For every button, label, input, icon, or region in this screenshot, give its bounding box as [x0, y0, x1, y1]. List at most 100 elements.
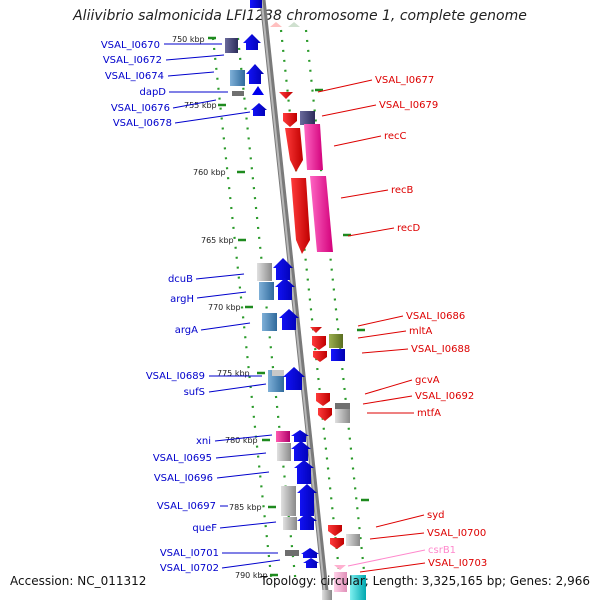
gene-label: recD [397, 223, 421, 234]
gene-block [304, 124, 323, 170]
inner-left-track [236, 37, 298, 586]
map-title: Aliivibrio salmonicida LFI1238 chromosom… [73, 8, 527, 24]
gene-block [257, 263, 272, 281]
right-gene-features [279, 92, 366, 600]
gene-arrow [291, 178, 310, 254]
gene-label: VSAL_I0688 [411, 344, 470, 355]
gene-label: dapD [139, 87, 166, 98]
gene-block [334, 572, 347, 592]
gene-label: argA [175, 325, 198, 336]
gene-arrow [288, 22, 300, 27]
gene-block [232, 91, 244, 96]
gene-arrow [318, 408, 332, 421]
gene-block [331, 349, 345, 361]
gene-arrow [291, 430, 309, 442]
tick-label: 755 kbp [184, 101, 217, 110]
gene-label: syd [427, 510, 444, 521]
gene-label: VSAL_I0689 [146, 371, 205, 382]
outer-left-track [211, 37, 274, 586]
gene-block [225, 38, 238, 53]
gene-label: VSAL_I0701 [160, 548, 219, 559]
gene-arrow [334, 565, 346, 570]
gene-arrow [303, 558, 319, 568]
gene-arrow [330, 538, 344, 549]
gene-arrow [301, 548, 319, 558]
gene-block [300, 111, 315, 125]
gene-block [283, 517, 297, 530]
gene-arrow [316, 393, 330, 406]
gene-label: VSAL_I0679 [379, 100, 438, 111]
gene-arrow [294, 460, 314, 484]
gene-arrow [246, 64, 264, 84]
gene-block [350, 575, 366, 600]
gene-block [322, 590, 332, 600]
chromosome-backbone [259, 0, 330, 600]
gene-label: xni [196, 436, 211, 447]
gene-arrow [285, 128, 303, 172]
gene-arrow [283, 367, 305, 390]
gene-arrow [279, 92, 293, 99]
gene-label: VSAL_I0674 [105, 71, 164, 82]
gene-block [346, 534, 360, 546]
gene-arrow [328, 525, 342, 536]
gene-arrow [273, 258, 293, 280]
gene-label: mtfA [417, 408, 441, 419]
accession-text: Accession: NC_011312 [10, 574, 147, 588]
gene-label: gcvA [415, 375, 440, 386]
gene-label: VSAL_I0677 [375, 75, 434, 86]
gene-block [277, 443, 291, 461]
gene-block [230, 70, 245, 86]
gene-arrow [243, 34, 261, 50]
gene-block [281, 486, 296, 516]
tick-label: 790 kbp [235, 571, 268, 580]
gene-arrow [297, 513, 317, 530]
gene-label: dcuB [168, 274, 193, 285]
gene-label: VSAL_I0700 [427, 528, 486, 539]
gene-label: csrB1 [428, 545, 456, 556]
tick-labels: 750 kbp 755 kbp 760 kbp 765 kbp 770 kbp … [172, 35, 268, 580]
gene-arrow [251, 103, 267, 116]
gene-label: queF [192, 523, 217, 534]
gene-arrow [291, 441, 311, 461]
tick-label: 750 kbp [172, 35, 205, 44]
gene-label: recC [384, 131, 407, 142]
gene-label: VSAL_I0696 [154, 473, 213, 484]
gene-label: VSAL_I0702 [160, 563, 219, 574]
gene-block [272, 370, 284, 376]
gene-block [259, 282, 274, 300]
gene-arrow [297, 484, 317, 516]
left-gene-features [225, 0, 319, 568]
gene-arrow [275, 278, 295, 300]
gene-label: VSAL_I0697 [157, 501, 216, 512]
left-gene-labels: VSAL_I0670 VSAL_I0672 VSAL_I0674 dapD VS… [101, 40, 219, 574]
summary-text: Topology: circular; Length: 3,325,165 bp… [260, 574, 590, 588]
gene-label: VSAL_I0686 [406, 311, 465, 322]
gene-label: sufS [184, 387, 205, 398]
gene-label: VSAL_I0678 [113, 118, 172, 129]
gene-arrow [310, 327, 322, 333]
tick-label: 770 kbp [208, 303, 241, 312]
gene-arrow [270, 22, 282, 27]
gene-label: VSAL_I0695 [153, 453, 212, 464]
tick-label: 760 kbp [193, 168, 226, 177]
tick-dashes [208, 36, 369, 577]
gene-arrow [279, 309, 299, 330]
gene-label: VSAL_I0703 [428, 558, 487, 569]
outer-right-track [304, 29, 367, 581]
gene-arrow [312, 336, 326, 350]
gene-arrow [250, 0, 262, 8]
gene-block [262, 313, 277, 331]
gene-label: argH [170, 294, 194, 305]
tick-label: 765 kbp [201, 236, 234, 245]
gene-block [329, 334, 343, 348]
gene-label: VSAL_I0676 [111, 103, 170, 114]
gene-block [276, 431, 290, 442]
gene-label: VSAL_I0672 [103, 55, 162, 66]
gene-label: VSAL_I0692 [415, 391, 474, 402]
gene-arrow [252, 86, 264, 95]
gene-block [285, 550, 299, 556]
inner-right-track [279, 29, 342, 581]
gene-arrow [283, 113, 297, 127]
